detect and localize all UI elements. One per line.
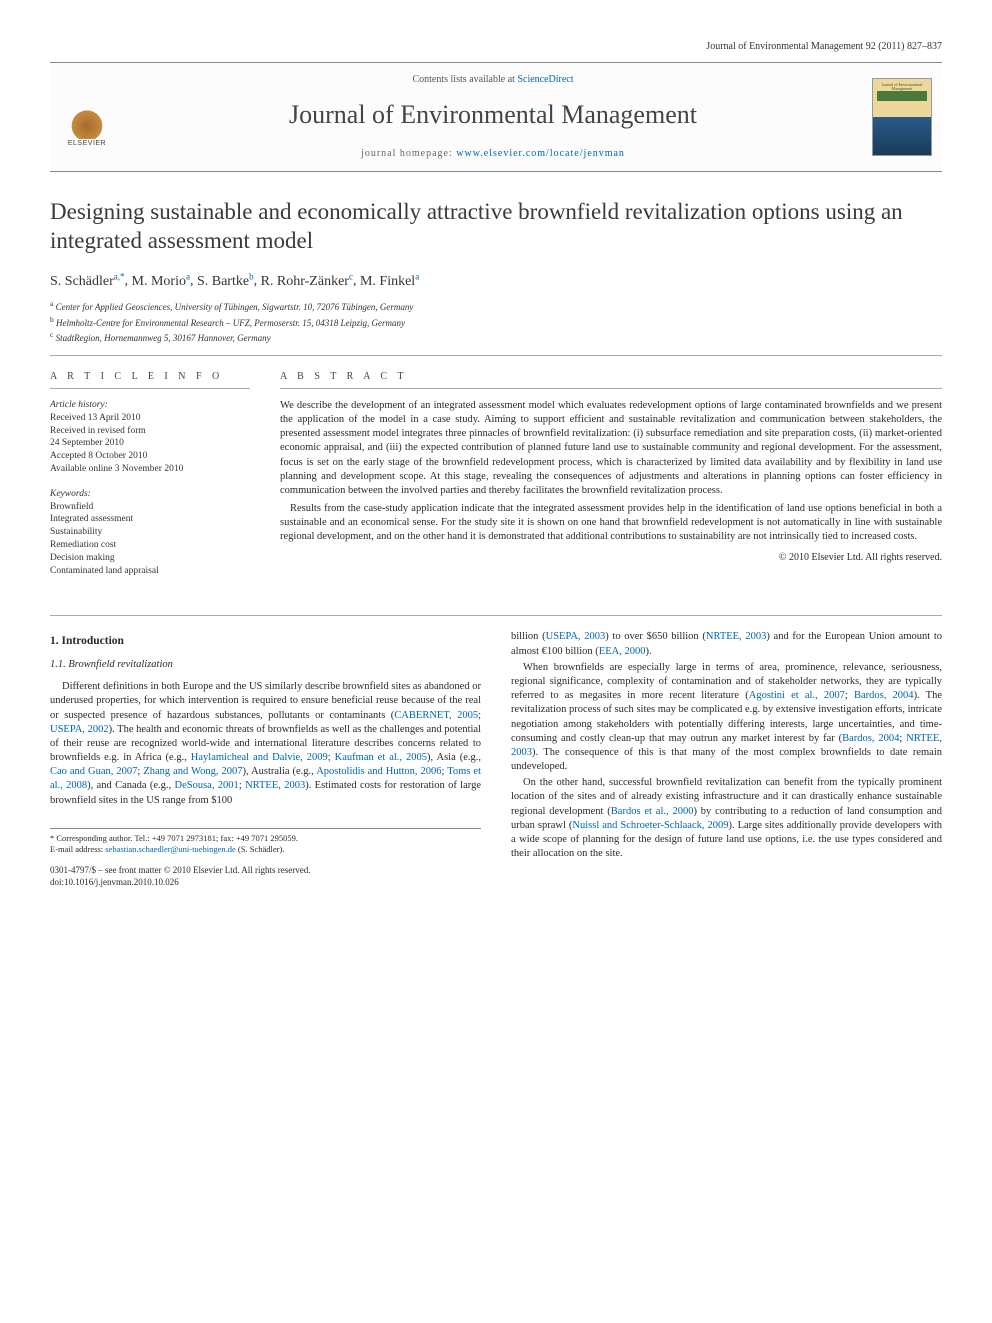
abstract-text: We describe the development of an integr… [280,399,942,545]
citation-link[interactable]: Bardos et al., 2000 [611,806,694,817]
cover-thumb-title: Journal of Environmental Management [877,83,927,91]
sciencedirect-link[interactable]: ScienceDirect [517,74,573,85]
section-1-1-heading: 1.1. Brownfield revitalization [50,658,481,672]
citation-link[interactable]: Apostolidis and Hutton, 2006 [316,766,441,777]
keyword: Integrated assessment [50,513,250,526]
body-paragraph: When brownfields are especially large in… [511,661,942,774]
abstract-heading: A B S T R A C T [280,370,942,389]
article-title: Designing sustainable and economically a… [50,198,942,256]
homepage-link[interactable]: www.elsevier.com/locate/jenvman [456,148,625,159]
article-info-heading: A R T I C L E I N F O [50,370,250,389]
body-two-column: 1. Introduction 1.1. Brownfield revitali… [50,630,942,888]
journal-name: Journal of Environmental Management [130,97,856,133]
history-line: Accepted 8 October 2010 [50,450,250,463]
affiliation: b Helmholtz-Centre for Environmental Res… [50,315,942,330]
abstract-column: A B S T R A C T We describe the developm… [280,370,942,590]
body-paragraph: billion (USEPA, 2003) to over $650 billi… [511,630,942,658]
section-1-number: 1. [50,635,59,647]
abstract-copyright: © 2010 Elsevier Ltd. All rights reserved… [280,551,942,565]
keywords-block: Keywords: BrownfieldIntegrated assessmen… [50,488,250,578]
history-line: Received 13 April 2010 [50,412,250,425]
history-line: Received in revised form [50,425,250,438]
author: S. Schädlera,* [50,274,125,289]
publisher-name: ELSEVIER [68,139,106,149]
author: M. Morioa [132,274,190,289]
affil-ref-link[interactable]: a [415,271,419,281]
info-abstract-row: A R T I C L E I N F O Article history: R… [50,370,942,590]
citation-link[interactable]: CABERNET, 2005 [394,710,478,721]
keyword: Contaminated land appraisal [50,565,250,578]
running-header: Journal of Environmental Management 92 (… [50,40,942,54]
journal-cover-thumb: Journal of Environmental Management [872,78,932,156]
keyword: Remediation cost [50,539,250,552]
citation-link[interactable]: Nuissl and Schroeter-Schlaack, 2009 [572,820,728,831]
citation-link[interactable]: Bardos, 2004 [854,690,914,701]
affiliation: c StadtRegion, Hornemannweg 5, 30167 Han… [50,330,942,345]
contents-line: Contents lists available at ScienceDirec… [130,73,856,87]
citation-link[interactable]: EEA, 2000 [599,646,646,657]
history-line: 24 September 2010 [50,437,250,450]
body-paragraph: Different definitions in both Europe and… [50,680,481,808]
history-line: Available online 3 November 2010 [50,463,250,476]
citation-link[interactable]: NRTEE, 2003 [245,780,305,791]
homepage-prefix: journal homepage: [361,148,456,159]
author: R. Rohr-Zänkerc [261,274,353,289]
affiliation: a Center for Applied Geosciences, Univer… [50,299,942,314]
keyword: Decision making [50,552,250,565]
citation-link[interactable]: Kaufman et al., 2005 [335,752,427,763]
separator-rule [50,355,942,356]
section-1-1-title: Brownfield revitalization [68,659,173,670]
publisher-logo: ELSEVIER [60,85,114,149]
doi-block: 0301-4797/$ – see front matter © 2010 El… [50,865,481,888]
homepage-line: journal homepage: www.elsevier.com/locat… [130,147,856,161]
author: S. Bartkeb [197,274,254,289]
body-paragraph: On the other hand, successful brownfield… [511,776,942,861]
corr-email-line: E-mail address: sebastian.schaedler@uni-… [50,844,481,855]
section-1-1-number: 1.1. [50,659,66,670]
affil-ref-link[interactable]: a [186,271,190,281]
corr-email-link[interactable]: sebastian.schaedler@uni-tuebingen.de [105,844,236,854]
section-1-heading: 1. Introduction [50,634,481,650]
affiliation-list: a Center for Applied Geosciences, Univer… [50,299,942,345]
affil-ref-link[interactable]: b [249,271,254,281]
citation-link[interactable]: NRTEE, 2003 [706,631,767,642]
body-left-column: 1. Introduction 1.1. Brownfield revitali… [50,630,481,888]
citation-link[interactable]: USEPA, 2002 [50,724,109,735]
body-right-column: billion (USEPA, 2003) to over $650 billi… [511,630,942,888]
doi-line: doi:10.1016/j.jenvman.2010.10.026 [50,877,481,889]
section-1-title: Introduction [62,635,124,647]
abstract-paragraph: We describe the development of an integr… [280,399,942,498]
separator-rule-2 [50,615,942,616]
author: M. Finkela [360,274,419,289]
citation-link[interactable]: Zhang and Wong, 2007 [143,766,242,777]
masthead: ELSEVIER Contents lists available at Sci… [50,62,942,172]
email-label: E-mail address: [50,844,105,854]
keywords-label: Keywords: [50,488,250,501]
citation-link[interactable]: DeSousa, 2001 [175,780,239,791]
citation-link[interactable]: Agostini et al., 2007 [749,690,845,701]
citation-link[interactable]: Bardos, 2004 [842,733,899,744]
keyword: Sustainability [50,526,250,539]
corresponding-author-footnote: * Corresponding author. Tel.: +49 7071 2… [50,828,481,855]
affil-ref-link[interactable]: a,* [114,271,125,281]
article-info-column: A R T I C L E I N F O Article history: R… [50,370,250,590]
citation-link[interactable]: Cao and Guan, 2007 [50,766,137,777]
corr-author-line: * Corresponding author. Tel.: +49 7071 2… [50,833,481,844]
masthead-center: Contents lists available at ScienceDirec… [130,73,856,161]
keyword: Brownfield [50,501,250,514]
author-list: S. Schädlera,*, M. Morioa, S. Bartkeb, R… [50,270,942,291]
article-history-block: Article history: Received 13 April 2010R… [50,399,250,476]
page-root: Journal of Environmental Management 92 (… [0,0,992,918]
elsevier-tree-icon [65,95,109,139]
abstract-paragraph: Results from the case-study application … [280,502,942,545]
email-who: (S. Schädler). [236,844,285,854]
contents-prefix: Contents lists available at [412,74,517,85]
citation-link[interactable]: USEPA, 2003 [546,631,606,642]
citation-link[interactable]: Haylamicheal and Dalvie, 2009 [191,752,328,763]
history-label: Article history: [50,399,250,412]
affil-ref-link[interactable]: c [349,271,353,281]
front-matter-line: 0301-4797/$ – see front matter © 2010 El… [50,865,481,877]
